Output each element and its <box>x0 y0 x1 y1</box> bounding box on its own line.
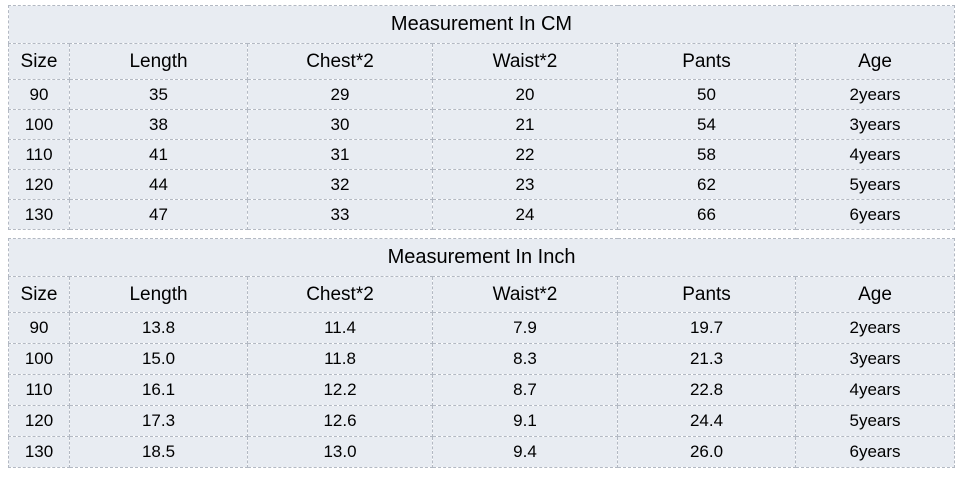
column-header-age: Age <box>794 276 956 313</box>
column-header-pants: Pants <box>617 43 796 80</box>
column-header-waist: Waist*2 <box>432 43 618 80</box>
cm-table-title: Measurement In CM <box>7 5 956 44</box>
column-header-age: Age <box>794 43 956 80</box>
table-cell: 33 <box>247 199 433 230</box>
table-cell: 41 <box>69 139 248 170</box>
table-cell: 66 <box>617 199 796 230</box>
table-cell: 9.4 <box>432 436 618 468</box>
table-cell: 50 <box>617 79 796 110</box>
table-row: 90 35 29 20 50 2years <box>8 79 956 110</box>
table-cell: 13.0 <box>247 436 433 468</box>
table-cell: 90 <box>8 312 70 344</box>
table-cell: 90 <box>8 79 70 110</box>
table-cell: 9.1 <box>432 405 618 437</box>
table-cell: 7.9 <box>432 312 618 344</box>
column-header-size: Size <box>8 276 70 313</box>
table-cell: 30 <box>247 109 433 140</box>
table-cell: 29 <box>247 79 433 110</box>
table-cell: 54 <box>617 109 796 140</box>
table-cell: 23 <box>432 169 618 200</box>
table-cell: 44 <box>69 169 248 200</box>
table-cell: 17.3 <box>69 405 248 437</box>
table-cell: 8.3 <box>432 343 618 375</box>
cm-header-row: Size Length Chest*2 Waist*2 Pants Age <box>8 43 956 80</box>
size-chart-cm-table: Measurement In CM Size Length Chest*2 Wa… <box>7 5 956 230</box>
table-cell: 15.0 <box>69 343 248 375</box>
table-cell: 20 <box>432 79 618 110</box>
inch-title-row: Measurement In Inch <box>7 238 956 277</box>
column-header-chest: Chest*2 <box>247 43 433 80</box>
table-cell: 16.1 <box>69 374 248 406</box>
table-row: 130 18.5 13.0 9.4 26.0 6years <box>8 436 956 468</box>
column-header-length: Length <box>69 43 248 80</box>
table-cell: 13.8 <box>69 312 248 344</box>
table-row: 100 38 30 21 54 3years <box>8 109 956 140</box>
table-cell: 35 <box>69 79 248 110</box>
table-cell: 32 <box>247 169 433 200</box>
column-header-chest: Chest*2 <box>247 276 433 313</box>
table-cell: 62 <box>617 169 796 200</box>
table-cell: 6years <box>794 199 956 230</box>
table-cell: 8.7 <box>432 374 618 406</box>
table-cell: 110 <box>8 374 70 406</box>
table-cell: 22.8 <box>617 374 796 406</box>
table-cell: 31 <box>247 139 433 170</box>
table-cell: 5years <box>794 405 956 437</box>
table-cell: 26.0 <box>617 436 796 468</box>
table-cell: 2years <box>794 312 956 344</box>
table-cell: 21 <box>432 109 618 140</box>
table-row: 110 41 31 22 58 4years <box>8 139 956 170</box>
table-cell: 6years <box>794 436 956 468</box>
table-cell: 4years <box>794 374 956 406</box>
table-row: 110 16.1 12.2 8.7 22.8 4years <box>8 374 956 406</box>
table-cell: 100 <box>8 109 70 140</box>
table-cell: 38 <box>69 109 248 140</box>
table-cell: 19.7 <box>617 312 796 344</box>
table-row: 120 44 32 23 62 5years <box>8 169 956 200</box>
column-header-waist: Waist*2 <box>432 276 618 313</box>
table-cell: 130 <box>8 199 70 230</box>
table-cell: 58 <box>617 139 796 170</box>
table-row: 100 15.0 11.8 8.3 21.3 3years <box>8 343 956 375</box>
cm-title-row: Measurement In CM <box>7 5 956 44</box>
inch-header-row: Size Length Chest*2 Waist*2 Pants Age <box>8 276 956 313</box>
table-row: 90 13.8 11.4 7.9 19.7 2years <box>8 312 956 344</box>
table-cell: 21.3 <box>617 343 796 375</box>
table-cell: 47 <box>69 199 248 230</box>
table-cell: 100 <box>8 343 70 375</box>
inch-table-title: Measurement In Inch <box>7 238 956 277</box>
table-cell: 3years <box>794 343 956 375</box>
table-cell: 18.5 <box>69 436 248 468</box>
column-header-length: Length <box>69 276 248 313</box>
table-row: 130 47 33 24 66 6years <box>8 199 956 230</box>
table-row: 120 17.3 12.6 9.1 24.4 5years <box>8 405 956 437</box>
table-cell: 22 <box>432 139 618 170</box>
table-cell: 12.2 <box>247 374 433 406</box>
table-cell: 120 <box>8 169 70 200</box>
table-cell: 24 <box>432 199 618 230</box>
table-cell: 130 <box>8 436 70 468</box>
column-header-pants: Pants <box>617 276 796 313</box>
size-chart-inch-table: Measurement In Inch Size Length Chest*2 … <box>7 238 956 468</box>
table-cell: 24.4 <box>617 405 796 437</box>
table-cell: 120 <box>8 405 70 437</box>
table-cell: 11.8 <box>247 343 433 375</box>
table-cell: 3years <box>794 109 956 140</box>
table-cell: 11.4 <box>247 312 433 344</box>
table-cell: 2years <box>794 79 956 110</box>
column-header-size: Size <box>8 43 70 80</box>
table-cell: 12.6 <box>247 405 433 437</box>
table-cell: 110 <box>8 139 70 170</box>
table-cell: 4years <box>794 139 956 170</box>
table-cell: 5years <box>794 169 956 200</box>
